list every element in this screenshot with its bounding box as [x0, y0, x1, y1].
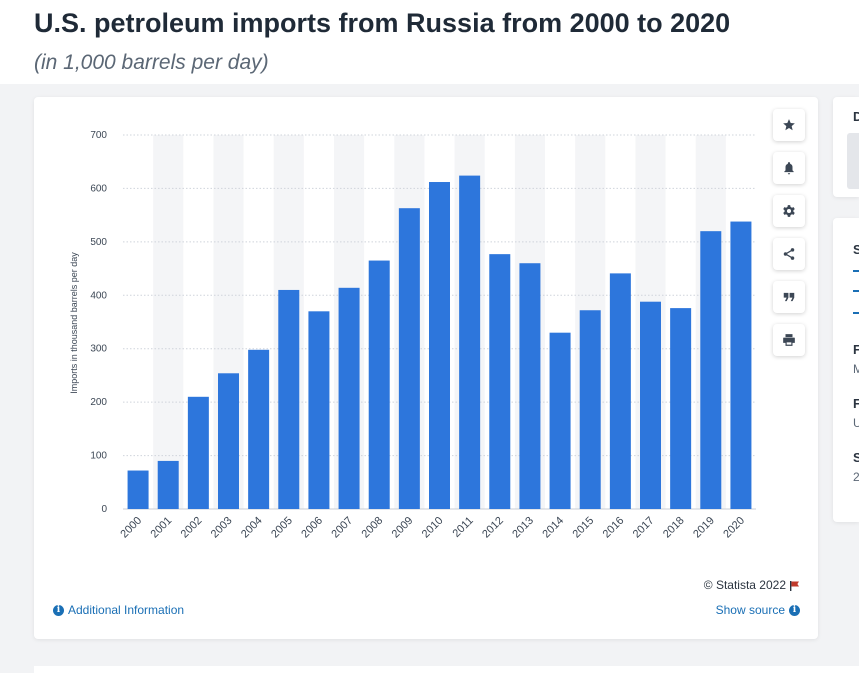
- info-icon: i: [789, 604, 800, 616]
- bar-2011[interactable]: [459, 175, 481, 509]
- bar-2009[interactable]: [398, 208, 420, 509]
- bar-2019[interactable]: [700, 231, 722, 509]
- right-panel-value: 2: [853, 470, 859, 484]
- cite-button[interactable]: [773, 281, 805, 313]
- bar-2020[interactable]: [730, 221, 752, 509]
- print-icon: [783, 334, 795, 346]
- additional-information-label: Additional Information: [68, 603, 185, 617]
- right-panel-tab-line: [853, 270, 859, 272]
- x-tick-label: 2012: [480, 515, 506, 541]
- bar-2017[interactable]: [640, 301, 661, 509]
- header-band: [0, 0, 859, 84]
- x-tick-label: 2000: [118, 515, 144, 541]
- bar-2005[interactable]: [278, 289, 300, 509]
- right-panel-value: U: [853, 416, 859, 430]
- chart-card: 2000 2001 2002 2003 2004 2005 2006 2007 2008 2009…: [34, 97, 818, 639]
- copyright-text: © Statista 2022: [703, 578, 786, 592]
- x-tick-label: 2011: [451, 515, 476, 540]
- x-tick-label: 2015: [571, 515, 597, 541]
- favorite-button[interactable]: [773, 109, 805, 141]
- x-tick-label: 2003: [209, 515, 235, 541]
- x-tick-label: 2001: [149, 515, 175, 541]
- bars: [127, 175, 752, 509]
- x-tick-label: 2016: [601, 515, 627, 541]
- y-tick-label: 700: [90, 130, 107, 141]
- next-card: [34, 666, 859, 673]
- y-tick-label: 500: [90, 237, 107, 248]
- y-tick-label: 200: [90, 397, 107, 408]
- y-tick-label: 100: [90, 451, 107, 462]
- right-panel-bottom: S F M F U S 2: [833, 218, 859, 522]
- bar-2010[interactable]: [429, 182, 450, 509]
- bar-2002[interactable]: [187, 396, 209, 509]
- x-tick-label: 2009: [390, 515, 416, 541]
- x-tick-label: 2002: [179, 515, 205, 541]
- x-tick-label: 2010: [420, 515, 446, 541]
- right-panel-value: M: [853, 362, 859, 376]
- show-source-link[interactable]: Show source i: [716, 603, 800, 617]
- x-tick-label: 2007: [329, 515, 355, 541]
- y-tick-label: 600: [90, 183, 107, 194]
- bar-2012[interactable]: [489, 254, 511, 509]
- right-panel-heading: D: [853, 109, 859, 124]
- star-icon: [783, 119, 795, 131]
- bar-2001[interactable]: [157, 460, 179, 509]
- right-panel-label: S: [853, 450, 859, 465]
- x-tick-labels: 2000 2001 2002 2003 2004 2005 2006 2007 2008 2009…: [118, 515, 747, 541]
- bar-chart: 2000 2001 2002 2003 2004 2005 2006 2007 2008 2009…: [69, 130, 756, 541]
- x-tick-label: 2005: [269, 515, 295, 541]
- right-panel-tab-line: [853, 290, 859, 292]
- x-tick-label: 2019: [691, 515, 717, 541]
- right-panel-label: F: [853, 342, 859, 357]
- right-panel-tab-line: [853, 312, 859, 314]
- bar-2003[interactable]: [218, 373, 239, 509]
- y-tick-label: 300: [90, 344, 107, 355]
- y-tick-label: 0: [101, 504, 107, 515]
- page-title: U.S. petroleum imports from Russia from …: [34, 8, 731, 38]
- additional-information-link[interactable]: i Additional Information: [53, 603, 184, 617]
- gear-icon: [783, 205, 795, 217]
- right-panel-heading: S: [853, 242, 859, 257]
- x-tick-label: 2008: [360, 515, 386, 541]
- y-tick-label: 400: [90, 290, 107, 301]
- bar-2013[interactable]: [519, 263, 541, 509]
- share-button[interactable]: [773, 238, 805, 270]
- show-source-label: Show source: [715, 603, 785, 617]
- alt-band: [153, 135, 184, 509]
- bell-icon: [784, 162, 794, 175]
- print-button[interactable]: [773, 324, 805, 356]
- right-panel-label: F: [853, 396, 859, 411]
- settings-button[interactable]: [773, 195, 805, 227]
- bar-2018[interactable]: [670, 308, 692, 509]
- flag-icon: [790, 580, 800, 591]
- y-tick-labels: 0 100 200 300 400 500 600 700: [90, 130, 107, 515]
- bar-2006[interactable]: [308, 311, 330, 509]
- share-icon: [783, 248, 795, 260]
- x-tick-label: 2018: [661, 515, 687, 541]
- x-tick-label: 2006: [299, 515, 325, 541]
- x-tick-label: 2014: [540, 515, 566, 541]
- x-tick-label: 2017: [631, 515, 657, 541]
- bar-2004[interactable]: [248, 349, 270, 509]
- bar-2000[interactable]: [127, 470, 149, 509]
- x-tick-label: 2013: [510, 515, 536, 541]
- x-tick-label: 2020: [721, 515, 747, 541]
- page-subtitle: (in 1,000 barrels per day): [34, 51, 269, 74]
- bar-2014[interactable]: [549, 332, 571, 509]
- bar-2015[interactable]: [579, 310, 601, 509]
- info-icon: i: [53, 604, 64, 616]
- quote-icon: [783, 292, 795, 302]
- bar-2008[interactable]: [368, 260, 390, 509]
- right-panel-box: [847, 133, 859, 189]
- y-axis-label: Imports in thousand barrels per day: [69, 252, 79, 394]
- bar-2007[interactable]: [338, 287, 360, 509]
- bar-2016[interactable]: [609, 273, 631, 509]
- right-panel-top: D: [833, 97, 859, 197]
- notification-button[interactable]: [773, 152, 805, 184]
- copyright: © Statista 2022: [704, 578, 800, 592]
- x-tick-label: 2004: [239, 515, 265, 541]
